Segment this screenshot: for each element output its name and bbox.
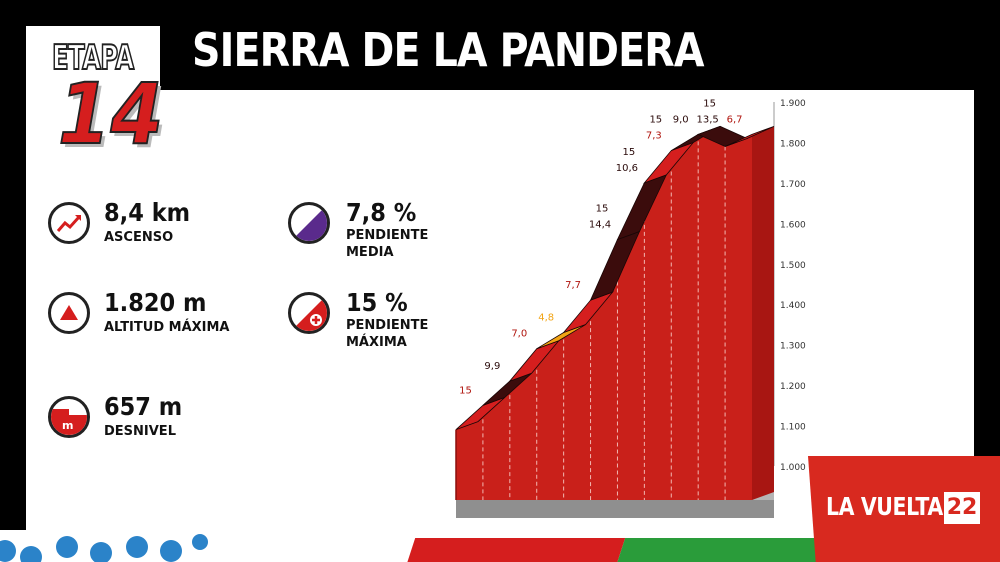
profile-front-face (456, 134, 752, 500)
max-grade-label: 15 (703, 98, 716, 109)
grade-label: 4,8 (538, 313, 554, 324)
max-grade-label: 15 (649, 115, 662, 126)
y-tick-label: 1.300 (780, 342, 806, 352)
drop-value: 657 m (104, 392, 183, 421)
avg-grade-label-1: PENDIENTE (346, 228, 429, 243)
y-tick-label: 1.100 (780, 423, 806, 433)
grade-label: 9,9 (484, 361, 500, 372)
decor-dot (192, 534, 208, 550)
profile-side-face (752, 126, 774, 500)
logo-year: 22 (944, 492, 980, 524)
max-grade-label-2: MÁXIMA (346, 335, 407, 350)
elevation-m-icon: m (48, 396, 90, 438)
max-grade-label-1: PENDIENTE (346, 318, 429, 333)
ascent-value: 8,4 km (104, 198, 191, 227)
profile-base (456, 500, 774, 518)
decor-green-stripe (614, 538, 826, 562)
y-axis: 1.000 1.100 1.200 1.300 1.400 1.500 1.600 1.700… (773, 99, 806, 473)
decor-dot (90, 542, 112, 562)
max-grade-value: 15 % (346, 288, 408, 317)
grade-label: 9,0 (673, 114, 689, 125)
elevation-m-letter: m (62, 419, 73, 432)
grade-labels: 15 9,9 7,0 4,8 7,7 14,4 15 10,6 15 7,3 15 9,0 13,5 15… (459, 98, 742, 396)
climb-title: SIERRA DE LA PANDERA (192, 23, 704, 77)
slope-purple-icon (288, 202, 330, 244)
decor-dot (56, 536, 78, 558)
grade-label: 14,4 (589, 220, 611, 231)
y-tick-label: 1.800 (780, 139, 806, 149)
decor-dot (126, 536, 148, 558)
decor-red-stripe (404, 538, 626, 562)
triangle-icon (48, 292, 90, 334)
y-tick-label: 1.900 (780, 99, 806, 109)
y-tick-label: 1.400 (780, 301, 806, 311)
title-bar (160, 14, 1000, 90)
decor-dot (0, 540, 16, 562)
y-tick-label: 1.000 (780, 463, 806, 473)
grade-label: 6,7 (727, 114, 743, 125)
y-tick-label: 1.200 (780, 382, 806, 392)
logo-text: LA VUELTA (826, 492, 943, 521)
y-tick-label: 1.500 (780, 261, 806, 271)
y-tick-label: 1.700 (780, 180, 806, 190)
y-tick-label: 1.600 (780, 220, 806, 230)
grade-label: 15 (459, 385, 472, 396)
stage-label: ETAPA (51, 37, 135, 79)
max-grade-label: 15 (596, 204, 609, 215)
max-altitude-label: ALTITUD MÁXIMA (104, 320, 230, 335)
trend-up-arrow-icon (48, 202, 90, 244)
grade-label: 7,7 (565, 280, 581, 291)
ascent-label: ASCENSO (104, 230, 174, 245)
segment-top (724, 125, 775, 147)
slope-plus-icon (288, 292, 330, 334)
drop-label: DESNIVEL (104, 424, 176, 439)
grade-label: 7,0 (511, 329, 527, 340)
max-grade-label: 15 (623, 147, 636, 158)
decor-dot (160, 540, 182, 562)
stage-number: 14 (57, 65, 164, 163)
avg-grade-label-2: MEDIA (346, 245, 394, 260)
grade-label: 7,3 (646, 131, 662, 142)
grade-label: 10,6 (616, 163, 638, 174)
decor-dot (20, 546, 42, 562)
max-altitude-value: 1.820 m (104, 288, 207, 317)
avg-grade-value: 7,8 % (346, 198, 417, 227)
profile-segments (455, 125, 775, 518)
grade-label: 13,5 (697, 114, 719, 125)
